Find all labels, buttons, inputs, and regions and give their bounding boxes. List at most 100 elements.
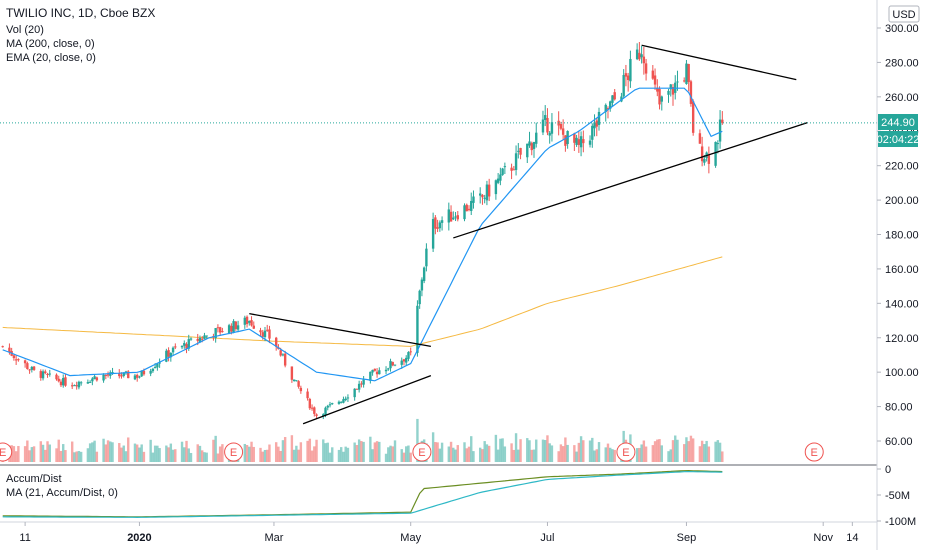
volume-bar	[221, 444, 224, 462]
price-axis[interactable]: 300.00280.00260.00240.00220.00200.00180.…	[877, 23, 919, 448]
volume-bar	[478, 447, 482, 462]
symbol-title[interactable]: TWILIO INC, 1D, Cboe BZX	[6, 6, 155, 20]
candle-body	[324, 407, 327, 415]
time-axis[interactable]: 11 2020 Mar May Jul Sep Nov 14	[19, 522, 858, 544]
candle-body	[667, 90, 670, 95]
volume-bar	[371, 449, 374, 462]
candle-body	[344, 398, 347, 401]
candle-body	[266, 329, 269, 331]
candle-body	[526, 143, 529, 158]
trendline[interactable]	[641, 44, 797, 81]
candle-body	[564, 135, 567, 146]
candle-body	[46, 374, 49, 376]
volume-bar	[400, 449, 403, 462]
accdist-title[interactable]: Accum/Dist	[6, 473, 62, 485]
candle-body	[136, 374, 139, 378]
candle-body	[313, 407, 316, 414]
earnings-marker[interactable]	[412, 442, 432, 462]
candle-body	[496, 178, 500, 183]
trendline[interactable]	[249, 313, 431, 347]
candle-body	[183, 343, 186, 346]
candle-body	[707, 155, 711, 164]
candle-body	[169, 352, 173, 358]
volume-bar	[470, 436, 473, 462]
candle-body	[638, 52, 641, 60]
volume-bar	[653, 441, 657, 462]
earnings-marker[interactable]	[804, 442, 824, 462]
volume-bar	[454, 449, 457, 462]
accdist-axis[interactable]: 0 -50M -100M	[877, 464, 916, 528]
candle-body	[189, 338, 193, 340]
volume-bar	[30, 447, 34, 462]
trendline[interactable]	[453, 122, 808, 239]
volume-bar	[557, 451, 560, 462]
candle-body	[624, 73, 628, 77]
volume-bar	[133, 443, 137, 462]
earnings-marker[interactable]	[616, 442, 636, 462]
price-tick-label: 300.00	[885, 23, 919, 35]
candle-body	[597, 111, 601, 125]
candle-body	[687, 64, 690, 82]
volume-bar	[306, 440, 309, 462]
candle-body	[26, 363, 29, 370]
ma-study-label[interactable]: MA (200, close, 0)	[6, 38, 95, 50]
currency-button[interactable]	[888, 5, 920, 23]
volume-bar	[582, 440, 585, 462]
price-tick-label: 160.00	[885, 264, 919, 276]
candle-body	[613, 92, 616, 100]
last-price-tag[interactable]	[878, 114, 918, 130]
candle-body	[660, 96, 663, 102]
volume-bar	[277, 446, 280, 462]
candle-body	[342, 399, 345, 403]
volume-bar	[149, 439, 152, 462]
trendlines[interactable]	[249, 44, 808, 425]
volume-bar	[281, 440, 285, 462]
volume-bar	[550, 445, 554, 462]
volume-bar	[169, 443, 173, 462]
accdist-ma-label[interactable]: MA (21, Accum/Dist, 0)	[6, 487, 118, 499]
price-tick-label: 120.00	[885, 333, 919, 345]
earnings-marker[interactable]	[224, 442, 244, 462]
candle-body	[216, 327, 220, 329]
candle-body	[640, 54, 643, 58]
volume-bar	[703, 444, 706, 462]
price-tick-label: 100.00	[885, 367, 919, 379]
candle-body	[17, 359, 20, 361]
candle-body	[79, 382, 83, 384]
candle-body	[436, 227, 439, 229]
candle-body	[691, 101, 695, 133]
candle-body	[391, 362, 394, 366]
volume-bar	[48, 444, 51, 462]
time-tick-label: Jul	[540, 532, 554, 544]
price-tick-label: 260.00	[885, 92, 919, 104]
candle-body	[331, 403, 334, 405]
volume-study-label[interactable]: Vol (20)	[6, 24, 44, 36]
candle-body	[102, 374, 105, 381]
time-tick-label: 11	[19, 532, 30, 544]
candle-body	[501, 168, 504, 175]
volume-bar	[171, 449, 175, 462]
volume-bar	[299, 442, 303, 462]
candle-body	[499, 174, 502, 181]
candle-body	[133, 375, 137, 380]
candle-body	[478, 193, 482, 196]
volume-bar	[591, 437, 594, 462]
trendline[interactable]	[302, 375, 432, 425]
volume-bar	[243, 443, 247, 462]
candle-body	[611, 95, 614, 103]
volume-bar	[203, 452, 206, 462]
ema-study-label[interactable]: EMA (20, close, 0)	[6, 52, 96, 64]
candle-body	[629, 58, 632, 82]
volume-bar	[700, 440, 704, 462]
volume-bar	[313, 446, 316, 462]
candle-body	[57, 378, 60, 382]
candle-body	[337, 401, 341, 404]
candle-body	[93, 376, 96, 380]
candle-body	[669, 84, 672, 90]
candle-body	[373, 368, 377, 371]
earnings-marker[interactable]	[0, 442, 13, 462]
candle-body	[676, 81, 679, 83]
volume-bar	[14, 451, 18, 462]
